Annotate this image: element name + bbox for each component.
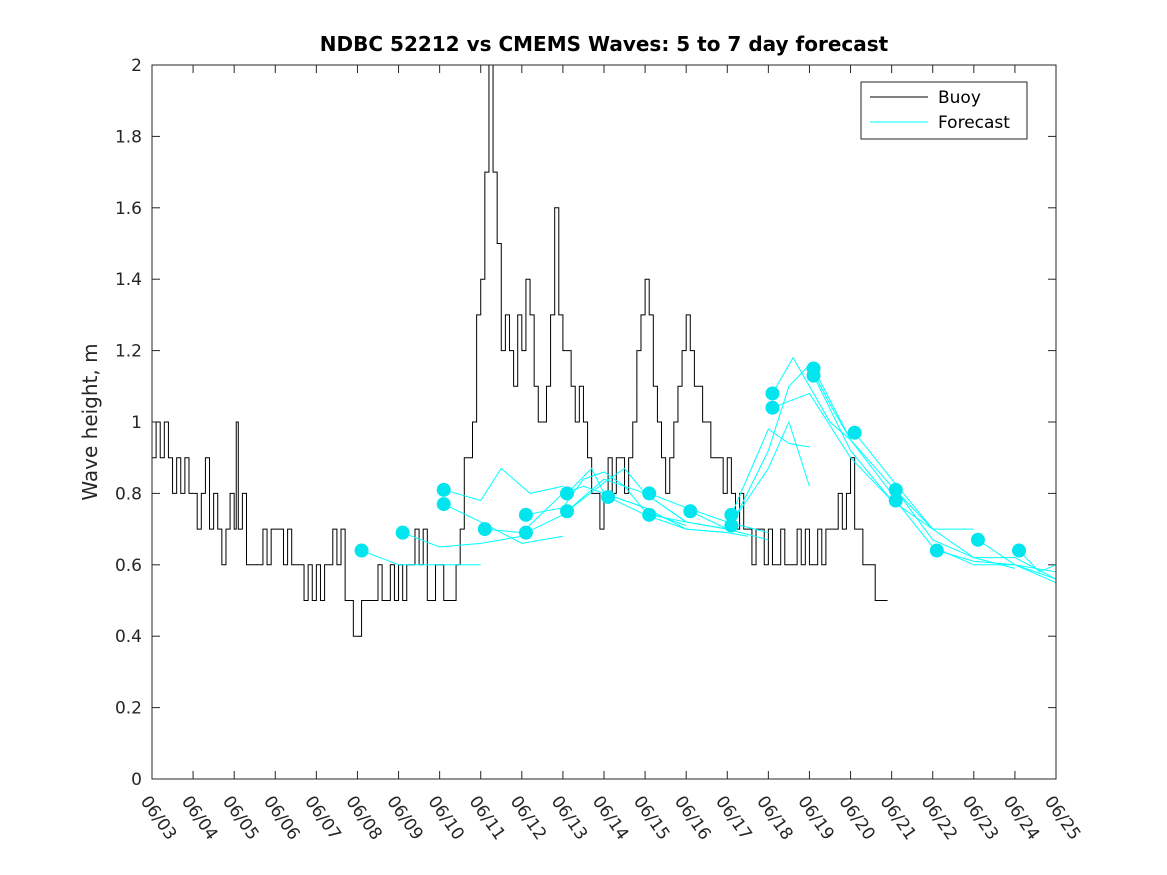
- forecast-marker: [518, 507, 533, 522]
- forecast-marker: [436, 482, 451, 497]
- forecast-marker: [888, 482, 903, 497]
- forecast-marker: [765, 400, 780, 415]
- forecast-line: [730, 428, 810, 516]
- forecast-line: [402, 532, 522, 548]
- legend-forecast-label: Forecast: [938, 113, 1010, 133]
- forecast-line: [443, 467, 564, 502]
- forecast-series: [361, 356, 1057, 584]
- forecast-marker: [477, 522, 492, 537]
- legend-buoy-label: Buoy: [938, 88, 981, 108]
- forecast-marker: [518, 525, 533, 540]
- y-axis-label: Wave height, m: [78, 343, 102, 500]
- y-tick-label: 1: [131, 413, 142, 433]
- forecast-line: [813, 368, 934, 530]
- forecast-marker: [642, 486, 657, 501]
- forecast-line: [690, 420, 810, 530]
- legend-box: [860, 81, 1028, 140]
- forecast-line: [361, 550, 481, 566]
- forecast-line: [730, 364, 851, 526]
- forecast-marker: [765, 386, 780, 401]
- forecast-marker: [806, 368, 821, 383]
- y-tick-label: 1.2: [115, 342, 142, 362]
- forecast-marker: [970, 532, 985, 547]
- forecast-line: [977, 539, 1057, 573]
- forecast-line: [607, 496, 748, 537]
- y-tick-label: 2: [131, 56, 142, 76]
- y-tick-label: 0.6: [115, 556, 142, 576]
- y-tick-label: 0.8: [115, 484, 142, 504]
- forecast-marker: [560, 504, 575, 519]
- forecast-marker: [395, 525, 410, 540]
- y-tick-label: 0.4: [115, 627, 142, 647]
- y-tick-label: 0: [131, 770, 142, 790]
- buoy-line: [152, 64, 888, 637]
- forecast-line: [772, 392, 892, 501]
- forecast-line: [1018, 550, 1057, 573]
- forecast-marker: [1012, 543, 1027, 558]
- forecast-marker: [642, 507, 657, 522]
- forecast-marker: [683, 504, 698, 519]
- y-tick-label: 1.4: [115, 270, 142, 290]
- forecast-markers: [354, 361, 1027, 558]
- forecast-marker: [724, 507, 739, 522]
- forecast-line: [649, 492, 769, 534]
- buoy-series: [152, 64, 888, 637]
- forecast-line: [772, 356, 893, 494]
- y-axis-ticks: 0 0.2 0.4 0.6 0.8 1 1.2 1.4 1.6 1.8 2: [115, 56, 1056, 790]
- forecast-line: [649, 514, 769, 541]
- chart-title: NDBC 52212 vs CMEMS Waves: 5 to 7 day fo…: [320, 32, 889, 56]
- plot-frame: [151, 64, 1057, 780]
- forecast-marker: [847, 425, 862, 440]
- forecast-line: [895, 489, 1057, 580]
- forecast-marker: [354, 543, 369, 558]
- y-tick-label: 1.6: [115, 199, 142, 219]
- forecast-line: [895, 500, 1057, 584]
- forecast-marker: [601, 489, 616, 504]
- forecast-marker: [560, 486, 575, 501]
- legend: Buoy Forecast: [860, 81, 1028, 140]
- forecast-line: [443, 503, 563, 544]
- y-tick-label: 0.2: [115, 699, 142, 719]
- forecast-marker: [888, 493, 903, 508]
- forecast-marker: [724, 518, 739, 533]
- forecast-marker: [929, 543, 944, 558]
- forecast-line: [936, 550, 1057, 580]
- plot-area: [152, 65, 1056, 779]
- forecast-marker: [436, 497, 451, 512]
- y-tick-label: 1.8: [115, 127, 142, 147]
- forecast-line: [854, 432, 1016, 569]
